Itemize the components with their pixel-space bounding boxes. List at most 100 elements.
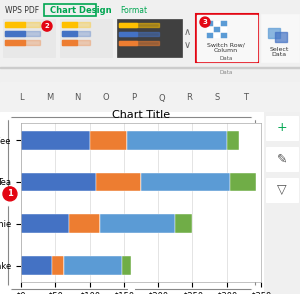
Bar [207, 33, 213, 38]
Title: Chart Title: Chart Title [112, 110, 170, 120]
Bar [21, 173, 96, 191]
Text: Column: Column [214, 48, 238, 53]
Circle shape [252, 200, 258, 206]
Text: Q: Q [158, 93, 165, 103]
Bar [96, 173, 141, 191]
Bar [214, 33, 220, 38]
Circle shape [5, 286, 11, 292]
Text: 2: 2 [45, 23, 50, 29]
Bar [69, 214, 100, 233]
Text: P: P [131, 93, 136, 103]
Circle shape [42, 21, 52, 31]
Bar [221, 21, 227, 26]
Text: WPS PDF: WPS PDF [5, 6, 39, 14]
Bar [127, 131, 227, 150]
Bar [60, 19, 112, 57]
Bar [90, 131, 127, 150]
Text: +: + [277, 121, 287, 134]
Bar [5, 40, 40, 45]
Bar [119, 32, 137, 36]
Bar [64, 256, 122, 275]
Text: 1: 1 [7, 189, 13, 198]
Text: ∨: ∨ [183, 40, 190, 50]
Bar [5, 31, 25, 36]
Bar [119, 23, 137, 27]
Bar [119, 41, 137, 45]
Bar [266, 116, 298, 140]
Bar [221, 33, 227, 38]
Circle shape [200, 17, 210, 27]
Text: Data: Data [219, 56, 233, 61]
Circle shape [252, 286, 258, 292]
Bar [175, 214, 192, 233]
Text: L: L [19, 93, 24, 103]
Bar [21, 131, 90, 150]
Text: ∧: ∧ [183, 27, 190, 37]
Bar [221, 27, 227, 32]
Bar [36, 86, 63, 110]
Text: Data: Data [272, 52, 286, 57]
Bar [5, 40, 25, 45]
Bar [62, 40, 77, 45]
Text: R: R [187, 93, 192, 103]
Bar [148, 86, 175, 110]
Bar [5, 31, 40, 36]
Bar [176, 86, 203, 110]
Text: Select: Select [269, 47, 289, 52]
Bar [21, 256, 52, 275]
Bar [117, 19, 182, 57]
Bar [204, 86, 231, 110]
Bar [227, 131, 239, 150]
Bar [8, 86, 35, 110]
Bar [268, 28, 280, 38]
Bar [3, 19, 55, 57]
Circle shape [5, 200, 11, 206]
Bar [214, 21, 220, 26]
Bar [214, 27, 220, 32]
Text: M: M [46, 93, 53, 103]
Text: O: O [102, 93, 109, 103]
Circle shape [128, 114, 134, 120]
Bar [62, 31, 90, 36]
Text: Data: Data [219, 70, 233, 75]
Text: Switch Row/: Switch Row/ [207, 43, 245, 48]
Bar [52, 256, 64, 275]
Bar [44, 4, 96, 16]
Bar [62, 22, 77, 27]
Bar [64, 86, 91, 110]
Bar [275, 32, 287, 42]
Bar [5, 22, 40, 27]
Bar [119, 41, 159, 45]
Text: 3: 3 [202, 19, 207, 25]
Circle shape [5, 114, 11, 120]
Bar [0, 67, 300, 68]
Bar [141, 173, 230, 191]
Text: Format: Format [120, 6, 147, 14]
Bar [62, 40, 90, 45]
Bar [62, 22, 90, 27]
Bar [5, 22, 25, 27]
Text: Chart Design: Chart Design [50, 6, 112, 14]
Bar [261, 14, 299, 62]
Bar [21, 214, 69, 233]
Text: S: S [215, 93, 220, 103]
Bar [120, 86, 147, 110]
Bar [122, 256, 131, 275]
Bar [196, 14, 258, 62]
Text: T: T [243, 93, 248, 103]
Bar [230, 173, 256, 191]
Circle shape [128, 286, 134, 292]
Text: ✎: ✎ [277, 152, 287, 165]
Bar [92, 86, 119, 110]
Bar [266, 178, 298, 202]
Bar [207, 27, 213, 32]
Bar [62, 31, 77, 36]
Bar [119, 32, 159, 36]
Bar [232, 86, 259, 110]
Bar [119, 23, 159, 27]
Bar [266, 147, 298, 171]
Text: N: N [74, 93, 81, 103]
Circle shape [3, 187, 17, 201]
Text: ▽: ▽ [277, 183, 287, 196]
Bar [207, 21, 213, 26]
